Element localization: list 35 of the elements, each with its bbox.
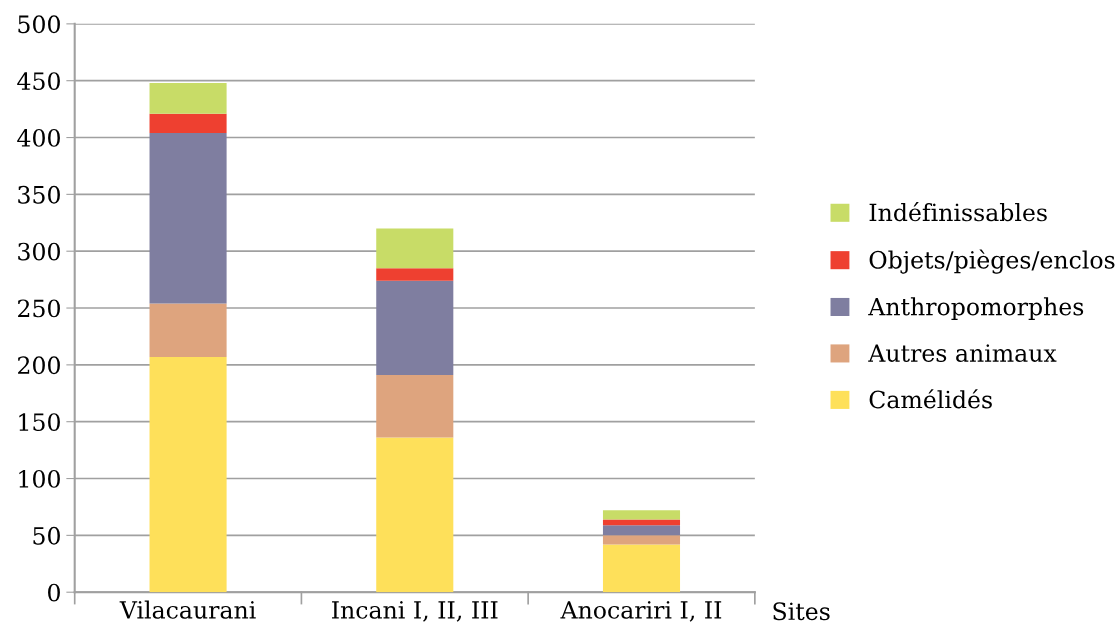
- bar: [602, 535, 681, 545]
- bar: [602, 510, 681, 520]
- bar: [149, 132, 227, 304]
- legend-label: Anthropomorphes: [868, 297, 1084, 321]
- bar: [376, 280, 454, 376]
- x-axis-title: Sites: [773, 602, 830, 621]
- bar: [602, 519, 681, 526]
- bar: [149, 113, 227, 133]
- y-tick-label: 100: [19, 469, 60, 488]
- y-tick-label: 150: [19, 413, 60, 432]
- y-tick-label: 300: [18, 242, 60, 261]
- bar: [149, 356, 227, 593]
- legend-label: Indéfinissables: [869, 202, 1047, 222]
- legend-label: Camélidés: [869, 389, 992, 409]
- x-tick-label: Vilacaurani: [119, 600, 256, 619]
- y-tick-label: 500: [18, 15, 60, 34]
- bar: [602, 544, 681, 593]
- bar: [149, 82, 227, 114]
- bar: [376, 375, 454, 438]
- x-tick-label: Anocariri I, II: [560, 601, 722, 622]
- y-tick-label: 350: [18, 185, 60, 204]
- y-tick-label: 450: [17, 72, 60, 90]
- bar: [602, 525, 681, 536]
- bar: [376, 228, 454, 269]
- legend-label: Objets/pièges/enclos: [869, 249, 1115, 274]
- y-tick-label: 200: [18, 356, 60, 375]
- bar: [149, 303, 227, 357]
- y-tick-label: 50: [33, 526, 60, 545]
- bar: [376, 437, 454, 593]
- y-tick-label: 400: [17, 128, 60, 147]
- y-tick-label: 250: [18, 299, 60, 318]
- bar: [376, 268, 454, 281]
- legend-label: Autres animaux: [868, 344, 1057, 362]
- y-tick-label: 0: [48, 583, 60, 602]
- x-tick-label: Incani I, II, III: [332, 601, 498, 622]
